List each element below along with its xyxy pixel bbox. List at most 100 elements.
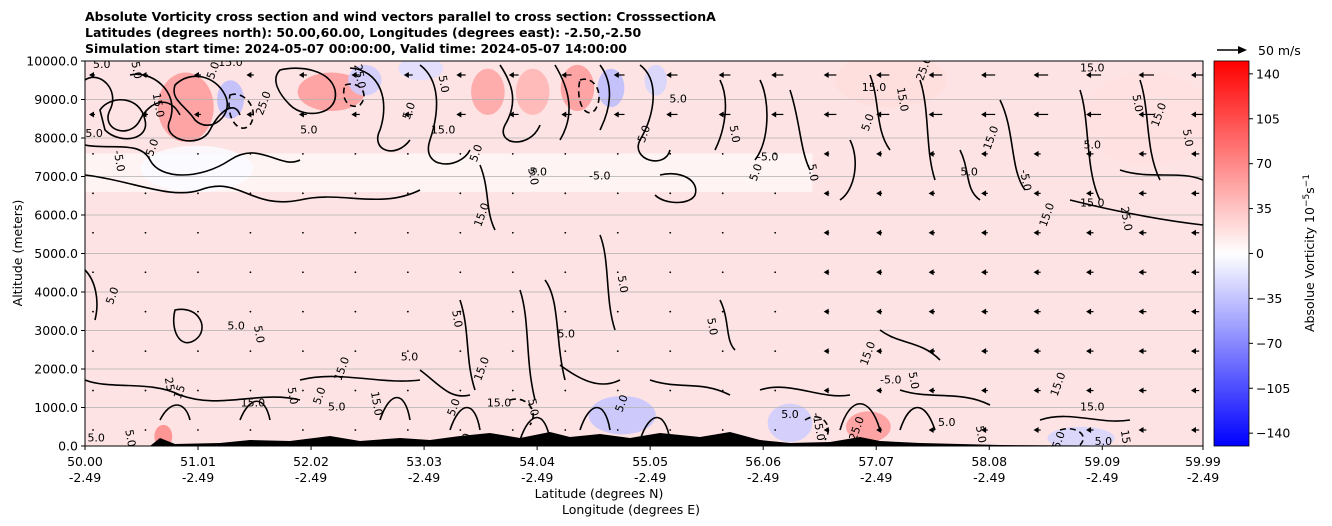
- wind-vector-head: [718, 72, 724, 78]
- wind-vector: [616, 310, 619, 313]
- contour-line: [1079, 89, 1101, 201]
- contour-line: [419, 64, 471, 165]
- wind-vector-head: [876, 387, 882, 394]
- contour-line: [789, 89, 811, 171]
- x-tick-label-longitude: -2.49: [408, 470, 440, 485]
- wind-vector-head: [771, 111, 777, 118]
- contour-line: [719, 299, 736, 351]
- contour-line: [554, 64, 570, 141]
- x-tick-label-longitude: -2.49: [69, 470, 101, 485]
- contour-line: [349, 67, 411, 152]
- x-tick-label-longitude: -2.49: [1086, 470, 1118, 485]
- wind-vector: [354, 231, 357, 234]
- contour-line-negative: [1059, 427, 1084, 446]
- terrain-profile: [85, 432, 1203, 446]
- wind-vector-head: [876, 269, 882, 276]
- contour-line-negative: [804, 416, 829, 441]
- x-tick-label-longitude: -2.49: [634, 470, 666, 485]
- wind-vector-head: [1086, 111, 1092, 118]
- contour-label: 5.0: [436, 74, 452, 93]
- x-axis-ticks: 50.00-2.4951.01-2.4952.02-2.4953.03-2.49…: [67, 446, 1221, 485]
- y-tick-label: 4000.0: [34, 285, 78, 300]
- wind-vector: [92, 310, 94, 313]
- wind-vector: [249, 350, 252, 353]
- y-tick-label: 6000.0: [34, 208, 78, 223]
- colorbar-tick-label: 35: [1256, 201, 1272, 216]
- wind-vector-head: [141, 72, 147, 78]
- wind-vector: [721, 350, 724, 353]
- wind-vector: [406, 192, 409, 195]
- wind-vector-head: [981, 72, 987, 78]
- wind-vector: [92, 231, 94, 234]
- contour-label: 5.0: [456, 432, 474, 453]
- y-tick-label: 5000.0: [34, 246, 78, 261]
- wind-vector: [459, 310, 462, 313]
- contour-label: -5.0: [1048, 430, 1068, 455]
- wind-vector: [144, 231, 147, 234]
- wind-vector: [511, 192, 514, 195]
- contour-label: 5.0: [613, 393, 631, 414]
- contour-label: 5.0: [400, 100, 418, 121]
- wind-vector-head: [981, 348, 987, 355]
- wind-vector-head: [876, 72, 882, 78]
- wind-vector-head: [876, 150, 882, 157]
- colorbar-tick-label: 0: [1256, 246, 1264, 261]
- wind-vector: [511, 429, 514, 431]
- wind-vector-head: [1086, 308, 1092, 315]
- y-tick-label: 3000.0: [34, 323, 78, 338]
- wind-vector-head: [1138, 387, 1144, 394]
- wind-vector: [144, 429, 147, 431]
- wind-vector: [197, 192, 199, 195]
- wind-vector: [249, 192, 252, 195]
- wind-vector-head: [981, 269, 987, 276]
- contour-label: 5.0: [285, 386, 301, 405]
- contour-line-negative: [509, 398, 534, 426]
- wind-vector: [774, 350, 777, 353]
- wind-vector-head: [823, 348, 829, 355]
- contour-line: [173, 75, 228, 126]
- wind-vector-head: [928, 387, 934, 394]
- contour-label: 5.0: [1180, 128, 1196, 147]
- wind-vector-head: [1138, 190, 1144, 197]
- wind-vector: [721, 231, 724, 234]
- contour-label: 15.0: [1080, 401, 1105, 414]
- wind-vector: [774, 231, 777, 234]
- wind-vector-head: [1191, 348, 1196, 355]
- wind-vector: [511, 310, 514, 313]
- contour-line: [599, 234, 616, 331]
- contour-line: [999, 99, 1026, 191]
- wind-vector-head: [928, 150, 934, 157]
- wind-vector: [302, 152, 304, 155]
- wind-vector-head: [1033, 427, 1039, 433]
- x-tick-label-latitude: 59.99: [1185, 454, 1221, 469]
- wind-vector-head: [1138, 229, 1144, 236]
- wind-vector: [616, 152, 619, 155]
- wind-vector-head: [876, 229, 882, 236]
- wind-vector-head: [981, 387, 987, 394]
- contour-line: [599, 64, 611, 131]
- chart-title-line2: Latitudes (degrees north): 50.00,60.00, …: [85, 25, 642, 40]
- wind-vector: [92, 389, 94, 392]
- wind-vector: [302, 231, 304, 234]
- wind-vector: [774, 192, 777, 195]
- wind-vector-head: [823, 427, 829, 433]
- wind-vector: [564, 310, 567, 313]
- x-axis-label-latitude: Latitude (degrees N): [535, 486, 664, 501]
- wind-vector: [459, 152, 462, 155]
- wind-vector-head: [718, 111, 724, 118]
- wind-vector-head: [89, 72, 94, 78]
- contour-line: [639, 416, 671, 441]
- wind-vector-head: [771, 72, 777, 78]
- wind-vector: [616, 192, 619, 195]
- wind-vector-head: [823, 387, 829, 394]
- wind-vector: [354, 389, 357, 392]
- wind-vector: [354, 350, 357, 353]
- wind-vector-head: [981, 111, 987, 118]
- contour-label: 5.0: [310, 385, 328, 406]
- wind-vector: [616, 350, 619, 353]
- y-tick-label: 10000.0: [26, 54, 78, 69]
- colorbar-ticks: 140 105 70 35 0 −35 −70 −105 −140: [1249, 66, 1290, 441]
- contour-line: [919, 79, 936, 181]
- wind-vector-head: [456, 111, 462, 118]
- wind-vector: [302, 192, 304, 195]
